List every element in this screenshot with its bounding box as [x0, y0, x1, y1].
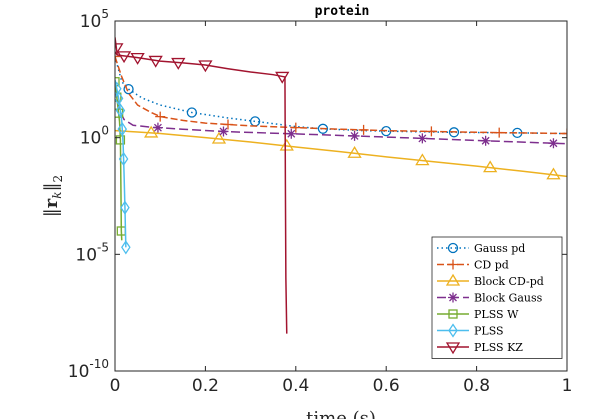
series-line-block-gauss [115, 86, 567, 145]
series-point-plss [115, 91, 124, 106]
y-tick-label: 10-5 [75, 240, 109, 265]
series-point-plss-kz [116, 51, 132, 64]
series-gauss-pd [115, 56, 567, 139]
x-tick-label: 0.4 [282, 376, 309, 396]
series-point-block-cd-pd [347, 146, 362, 158]
series-point-cd-pd [115, 51, 120, 62]
series-point-plss-kz [171, 57, 186, 70]
legend-item-block-gauss: Block Gauss [437, 292, 543, 305]
series-line-cd-pd [115, 56, 567, 135]
series-layer [115, 37, 567, 334]
series-point-cd-pd [155, 111, 166, 122]
series-block-gauss [115, 86, 567, 149]
x-tick-label: 0 [110, 376, 121, 396]
legend-label: PLSS [474, 325, 504, 338]
x-axis: 0 0.2 0.4 0.6 0.8 1 [110, 21, 573, 396]
series-line-plss-kz [115, 37, 288, 334]
series-point-plss [118, 151, 129, 167]
legend-label: Gauss pd [474, 242, 525, 255]
series-line-block-cd-pd [115, 129, 567, 178]
legend-item-plss-kz: PLSS KZ [437, 341, 523, 355]
series-point-cd-pd [494, 127, 505, 138]
x-tick-label: 0.6 [373, 376, 400, 396]
series-point-gauss-pd [448, 127, 460, 138]
series-plss-kz [115, 37, 290, 334]
series-point-gauss-pd [123, 84, 134, 95]
series-point-cd-pd [358, 124, 369, 135]
series-point-cd-pd [223, 119, 233, 130]
series-cd-pd [115, 51, 567, 139]
legend-marker [445, 342, 461, 355]
series-point-block-gauss [218, 126, 229, 137]
y-tick-label: 10-10 [68, 357, 109, 382]
series-point-block-cd-pd [211, 131, 227, 144]
series-point-plss-kz [198, 60, 213, 73]
legend-item-plss: PLSS [437, 323, 504, 338]
x-tick-label: 0.8 [463, 376, 490, 396]
series-point-cd-pd [426, 126, 437, 137]
y-tick-label: 100 [80, 124, 109, 149]
legend-label: PLSS W [474, 308, 519, 321]
series-point-gauss-pd [186, 107, 197, 118]
legend: Gauss pd CD pd Block CD-pd Block Gauss PLSS … [431, 236, 563, 359]
series-point-gauss-pd [317, 123, 329, 134]
y-axis-label: ‖rk‖2 [41, 175, 65, 217]
x-tick-label: 0.2 [192, 376, 219, 396]
series-point-plss-kz [275, 71, 290, 84]
series-point-plss [117, 121, 128, 137]
series-point-plss-w [115, 135, 126, 145]
series-point-block-cd-pd [483, 160, 498, 173]
series-point-block-gauss [548, 138, 559, 149]
series-plss [115, 79, 131, 255]
series-point-plss-kz [130, 52, 145, 65]
series-point-block-cd-pd [415, 153, 430, 166]
series-point-plss [115, 103, 126, 118]
legend-label: PLSS KZ [474, 341, 523, 354]
series-point-plss-kz [148, 55, 163, 68]
series-point-block-gauss [286, 128, 297, 139]
series-point-block-cd-pd [279, 138, 294, 151]
legend-marker [448, 292, 458, 303]
y-tick-label: 105 [80, 7, 109, 32]
legend-item-gauss-pd: Gauss pd [437, 242, 525, 255]
chart-title: protein [315, 4, 370, 19]
series-point-block-gauss [480, 135, 491, 146]
legend-marker [448, 309, 458, 319]
series-point-block-gauss [417, 133, 428, 144]
series-point-plss [120, 200, 130, 215]
series-point-plss-kz [115, 43, 124, 56]
x-axis-label: time (s) [306, 408, 376, 419]
legend-marker [448, 323, 458, 338]
legend-label: Block Gauss [474, 292, 543, 305]
series-line-gauss-pd [115, 56, 567, 135]
x-tick-label: 1 [562, 376, 573, 396]
series-point-block-cd-pd [546, 167, 561, 180]
plot-area-frame [114, 20, 568, 372]
series-point-block-gauss [152, 122, 163, 133]
legend-marker [447, 242, 459, 254]
legend-item-cd-pd: CD pd [437, 259, 509, 272]
legend-marker [445, 273, 461, 286]
series-point-block-cd-pd [144, 125, 159, 138]
series-point-cd-pd [562, 128, 567, 139]
series-point-block-gauss [349, 130, 360, 141]
legend-label: Block CD-pd [474, 275, 544, 288]
series-block-cd-pd [115, 125, 567, 180]
legend-item-plss-w: PLSS W [437, 308, 519, 321]
y-axis: 10-10 10-5 100 105 [68, 7, 567, 382]
svg-text:‖rk‖2: ‖rk‖2 [41, 175, 65, 217]
legend-label: CD pd [474, 259, 509, 272]
series-point-plss-w [115, 77, 120, 87]
legend-marker [448, 259, 458, 270]
series-point-cd-pd [290, 122, 301, 133]
series-point-plss [121, 240, 131, 255]
legend-item-block-cd-pd: Block CD-pd [437, 273, 544, 288]
